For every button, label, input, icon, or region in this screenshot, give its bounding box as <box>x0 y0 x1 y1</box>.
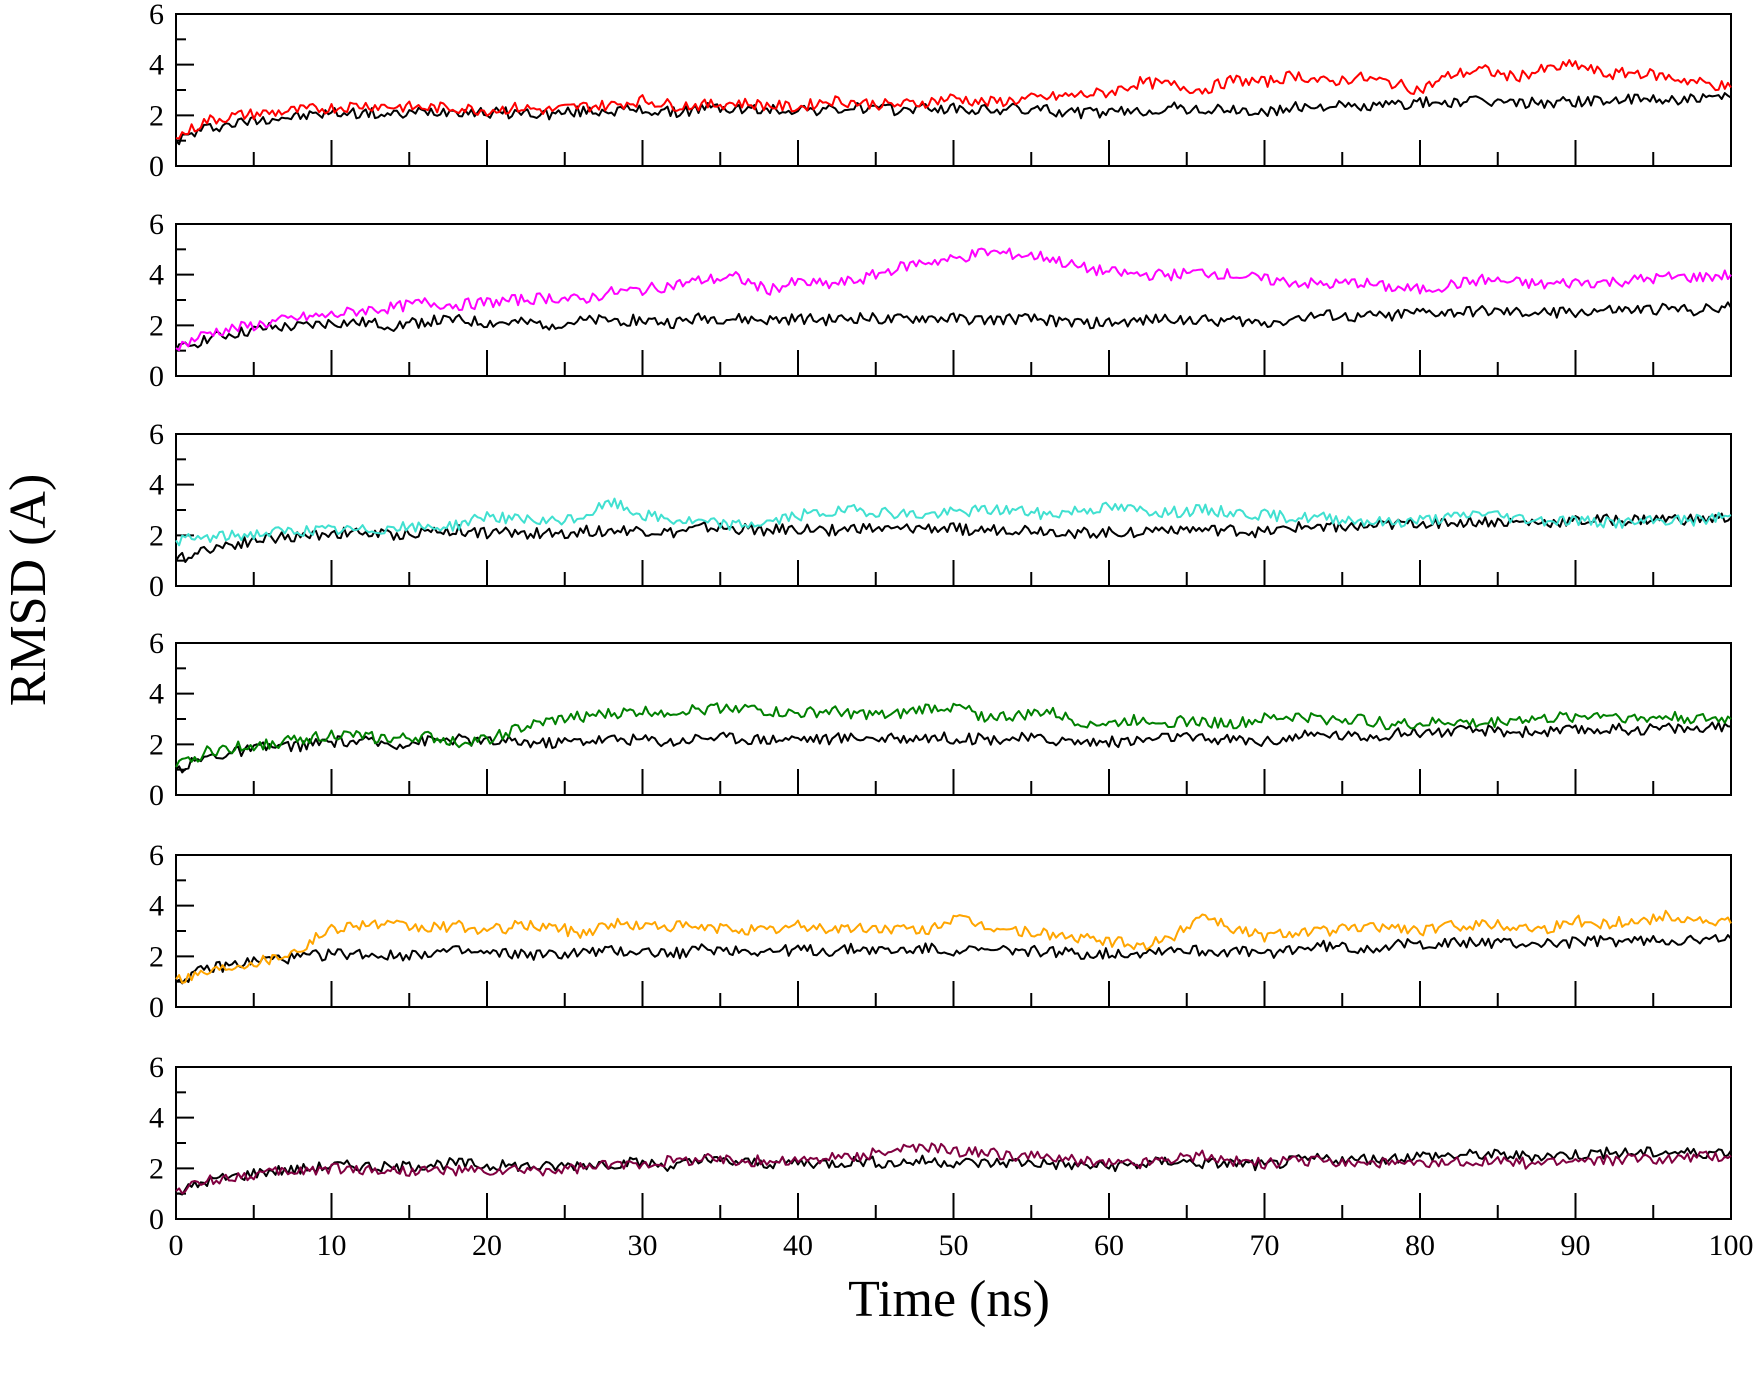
x-tick-label: 100 <box>1709 1229 1754 1262</box>
series-line-system-2 <box>175 247 1732 352</box>
series-line-system-4 <box>175 702 1732 768</box>
panel-5: 0 2 4 6 <box>149 839 1732 1024</box>
series-line-reference <box>175 1146 1732 1196</box>
y-tick-label: 4 <box>149 259 164 292</box>
y-tick-label: 0 <box>149 991 164 1024</box>
y-tick-label: 6 <box>149 208 164 241</box>
x-tick-label: 0 <box>169 1229 184 1262</box>
y-tick-label: 2 <box>149 728 164 761</box>
x-tick-label: 30 <box>628 1229 658 1262</box>
series-line-system-3 <box>175 497 1732 547</box>
y-tick-label: 2 <box>149 309 164 342</box>
x-axis-title: Time (ns) <box>848 1271 1050 1328</box>
y-tick-label: 6 <box>149 1051 164 1084</box>
series-line-system-6 <box>175 1142 1732 1195</box>
y-tick-label: 2 <box>149 519 164 552</box>
x-tick-label: 20 <box>472 1229 502 1262</box>
series-line-system-1 <box>175 59 1732 140</box>
y-tick-label: 0 <box>149 1203 164 1236</box>
series-line-system-5 <box>175 909 1732 984</box>
panel-4: 0 2 4 6 <box>149 627 1732 812</box>
y-tick-label: 0 <box>149 150 164 183</box>
y-tick-label: 0 <box>149 360 164 393</box>
y-tick-label: 6 <box>149 839 164 872</box>
x-tick-label: 50 <box>939 1229 969 1262</box>
y-tick-label: 6 <box>149 627 164 660</box>
panel-1: 0 2 4 6 <box>149 0 1732 183</box>
y-tick-label: 4 <box>149 469 164 502</box>
x-tick-label: 80 <box>1405 1229 1435 1262</box>
series-line-reference <box>175 934 1732 985</box>
series-line-reference <box>175 721 1732 774</box>
y-tick-label: 2 <box>149 1152 164 1185</box>
series-line-reference <box>175 512 1732 563</box>
y-axis-title: RMSD (A) <box>0 474 57 707</box>
y-tick-label: 6 <box>149 0 164 31</box>
y-tick-label: 4 <box>149 49 164 82</box>
y-tick-label: 0 <box>149 779 164 812</box>
y-tick-label: 4 <box>149 1102 164 1135</box>
y-tick-label: 4 <box>149 678 164 711</box>
panel-3: 0 2 4 6 <box>149 418 1732 603</box>
x-tick-label: 10 <box>317 1229 347 1262</box>
series-line-reference <box>175 92 1732 146</box>
y-tick-label: 2 <box>149 940 164 973</box>
x-tick-label: 90 <box>1561 1229 1591 1262</box>
y-tick-label: 2 <box>149 99 164 132</box>
y-tick-label: 4 <box>149 890 164 923</box>
panel-2: 0 2 4 6 <box>149 208 1732 393</box>
x-tick-label: 70 <box>1250 1229 1280 1262</box>
series-line-reference <box>175 301 1732 352</box>
x-tick-label: 60 <box>1094 1229 1124 1262</box>
y-tick-label: 6 <box>149 418 164 451</box>
y-tick-label: 0 <box>149 570 164 603</box>
x-tick-label: 40 <box>783 1229 813 1262</box>
